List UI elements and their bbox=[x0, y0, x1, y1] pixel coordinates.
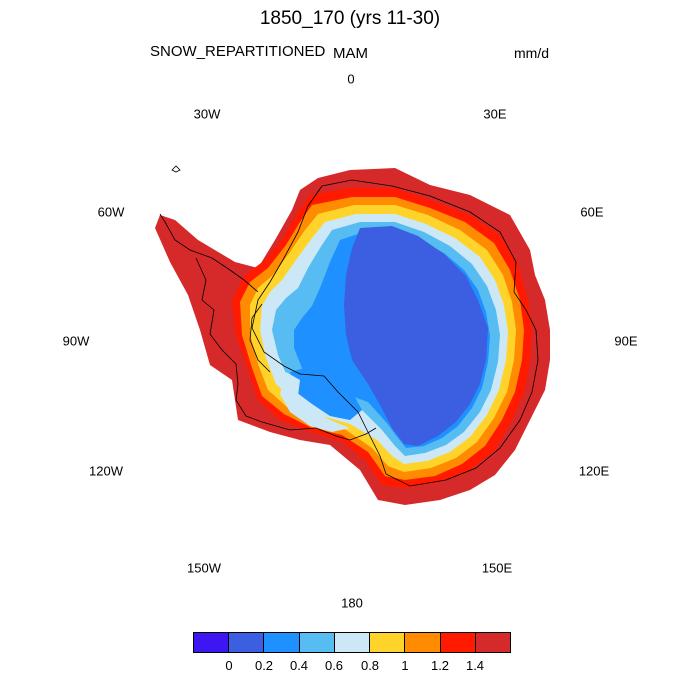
lon-label-90e: 90E bbox=[614, 333, 638, 349]
colorbar-label: 0 bbox=[225, 658, 233, 673]
lon-label-120w: 120W bbox=[89, 463, 123, 479]
lon-label-150w: 150W bbox=[187, 560, 221, 576]
variable-name: SNOW_REPARTITIONED bbox=[150, 43, 326, 60]
season-label: MAM bbox=[333, 45, 368, 62]
colorbar-label: 1.2 bbox=[430, 658, 450, 673]
contour-fill-ross-low bbox=[290, 366, 362, 420]
lon-label-0: 0 bbox=[347, 71, 355, 87]
lon-label-150e: 150E bbox=[481, 560, 513, 576]
colorbar-swatch bbox=[229, 633, 265, 652]
colorbar-swatch bbox=[370, 633, 406, 652]
colorbar-swatch bbox=[194, 633, 230, 652]
colorbar-label: 0.4 bbox=[289, 658, 309, 673]
lon-label-30w: 30W bbox=[193, 106, 221, 122]
lon-label-180: 180 bbox=[341, 595, 363, 611]
lon-label-30e: 30E bbox=[483, 106, 507, 122]
coastline-weddell bbox=[249, 303, 271, 373]
lon-label-60w: 60W bbox=[97, 204, 125, 220]
colorbar-label: 0.6 bbox=[324, 658, 344, 673]
lon-label-120e: 120E bbox=[578, 463, 610, 479]
coastline-peninsula bbox=[159, 213, 377, 441]
contour-fill-0-0.2 bbox=[344, 226, 488, 446]
colorbar-label: 0.8 bbox=[360, 658, 380, 673]
units-label: mm/d bbox=[514, 45, 549, 61]
colorbar-swatch bbox=[475, 633, 510, 652]
coastlines bbox=[159, 165, 539, 487]
colorbar-label: 1.4 bbox=[465, 658, 485, 673]
colorbar bbox=[193, 632, 511, 653]
colorbar-label: 1 bbox=[401, 658, 409, 673]
colorbar-swatch bbox=[405, 633, 441, 652]
lon-label-90w: 90W bbox=[62, 333, 90, 349]
coastline-island bbox=[171, 165, 181, 173]
colorbar-swatch bbox=[334, 633, 371, 652]
field-shading bbox=[155, 168, 550, 505]
colorbar-swatch bbox=[264, 633, 300, 652]
colorbar-swatch bbox=[299, 633, 335, 652]
contour-fill-ross-edge bbox=[280, 372, 350, 432]
lon-label-60e: 60E bbox=[580, 204, 604, 220]
colorbar-label: 0.2 bbox=[254, 658, 274, 673]
coastline-east-antarctica bbox=[251, 179, 539, 487]
map-title: 1850_170 (yrs 11-30) bbox=[259, 8, 441, 29]
colorbar-swatch bbox=[440, 633, 476, 652]
